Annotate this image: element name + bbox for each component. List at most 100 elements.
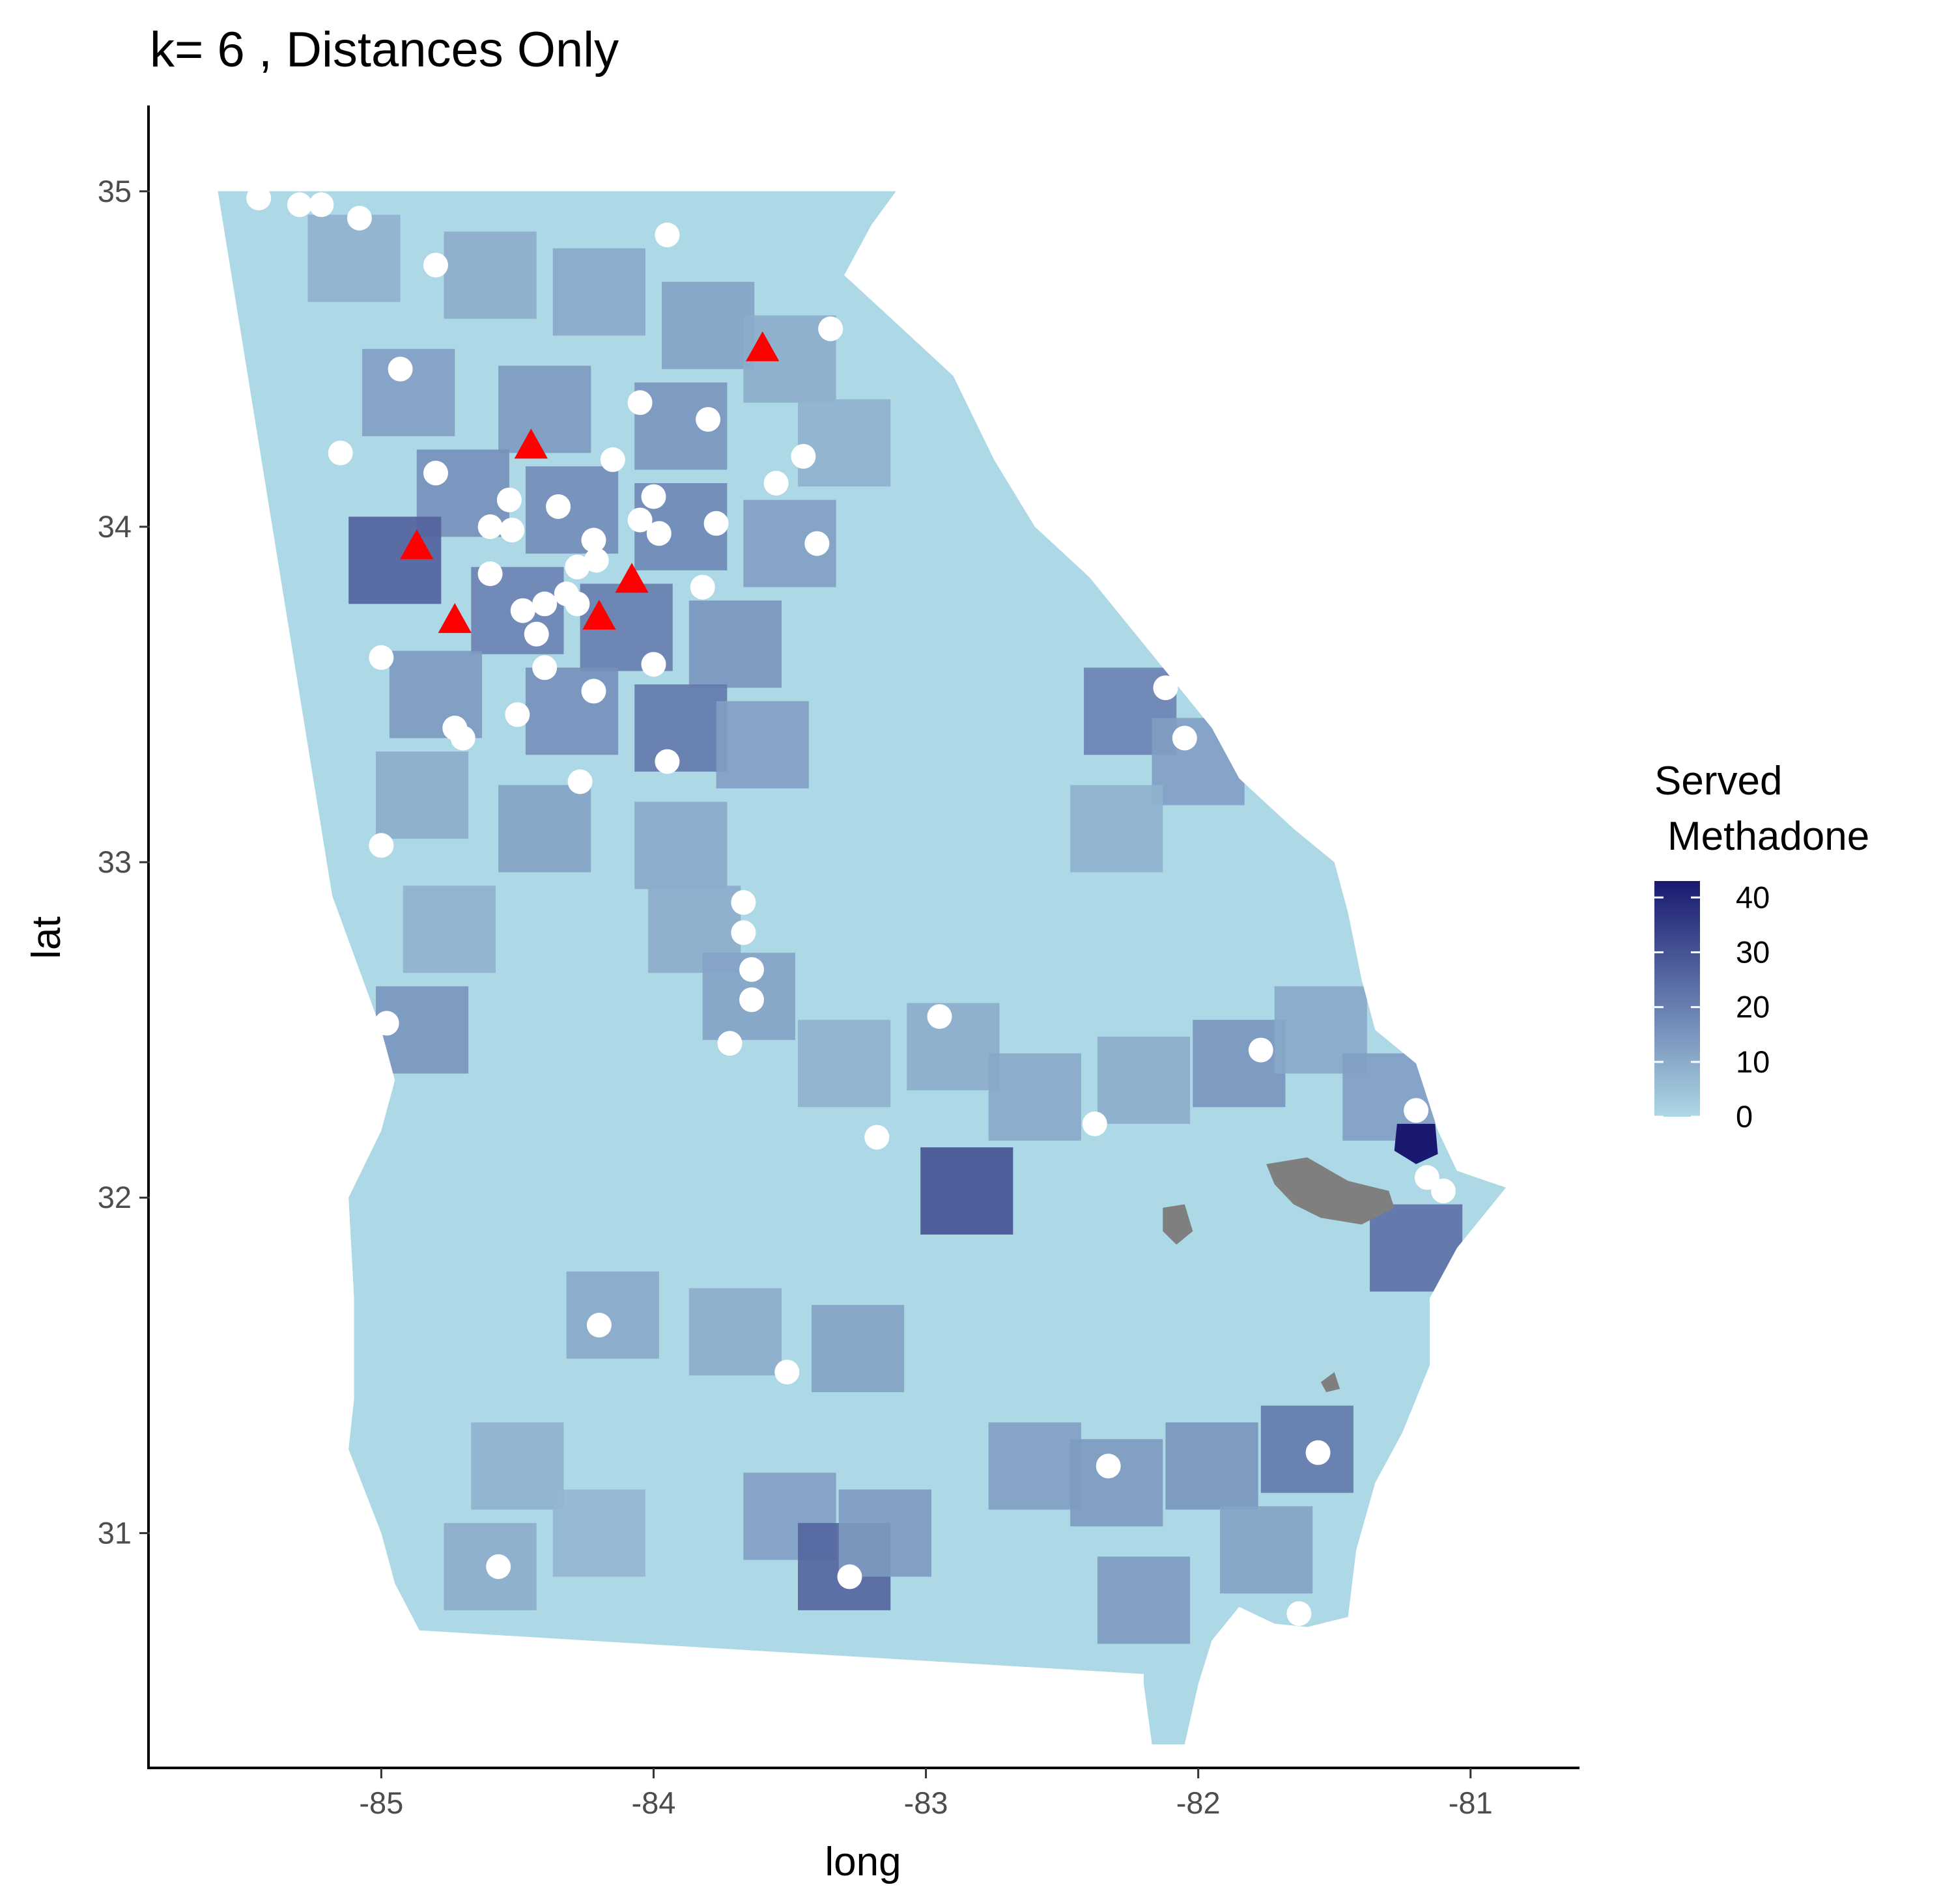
facility-point-circle-30 — [532, 591, 558, 617]
x-tick-label-3: -82 — [1176, 1785, 1221, 1820]
legend-tick-label-1: 10 — [1736, 1044, 1770, 1079]
facility-point-circle-2 — [309, 192, 334, 217]
x-tick-label-4: -81 — [1449, 1785, 1493, 1820]
facility-point-circle-55 — [1172, 725, 1197, 751]
tract-cell-47 — [838, 1489, 931, 1577]
y-axis-label: lat — [24, 916, 69, 959]
facility-point-circle-60 — [774, 1360, 800, 1385]
facility-point-circle-23 — [581, 527, 606, 553]
facility-point-circle-14 — [763, 471, 789, 496]
y-tick-label-1: 32 — [98, 1180, 132, 1214]
facility-point-circle-12 — [600, 447, 625, 472]
facility-point-circle-6 — [818, 316, 843, 341]
facility-point-triangle-2 — [400, 529, 434, 559]
legend-tick-label-0: 0 — [1736, 1099, 1753, 1134]
facility-point-circle-28 — [690, 574, 715, 600]
facility-point-circle-5 — [655, 222, 680, 247]
facility-point-circle-64 — [837, 1564, 862, 1589]
missing-region-1 — [1163, 1204, 1193, 1245]
facility-point-circle-58 — [1431, 1178, 1456, 1203]
tract-cell-38 — [1152, 718, 1245, 805]
facility-point-triangle-4 — [438, 603, 472, 634]
missing-region-0 — [1266, 1157, 1395, 1225]
facility-point-circle-35 — [532, 655, 558, 680]
tract-cell-41 — [688, 1288, 782, 1376]
facility-point-circle-15 — [496, 487, 522, 512]
tract-cell-29 — [907, 1003, 1000, 1091]
tract-cell-22 — [498, 785, 591, 873]
tract-cell-19 — [634, 684, 728, 772]
facility-point-circle-25 — [477, 561, 503, 587]
facility-point-circle-29 — [510, 598, 535, 623]
facility-point-circle-40 — [450, 725, 475, 751]
tract-cell-43 — [471, 1422, 564, 1510]
facility-point-circle-0 — [246, 186, 272, 211]
tract-cell-39 — [1070, 785, 1163, 873]
tract-cell-13 — [348, 516, 442, 604]
facility-point-circle-51 — [1248, 1037, 1273, 1063]
legend-tick-label-3: 30 — [1736, 934, 1770, 969]
facility-point-circle-10 — [328, 440, 353, 466]
y-tick-label-0: 31 — [98, 1515, 132, 1550]
tract-cell-31 — [920, 1147, 1013, 1235]
facility-point-circle-19 — [500, 518, 525, 543]
facility-markers — [246, 186, 1456, 1626]
facility-point-circle-54 — [864, 1125, 890, 1150]
tract-cell-23 — [634, 802, 728, 889]
facility-point-circle-24 — [804, 531, 830, 556]
legend-tick-label-4: 40 — [1736, 880, 1770, 914]
facility-point-circle-41 — [655, 749, 680, 774]
tract-cell-52 — [1220, 1506, 1313, 1594]
tract-cell-40 — [566, 1271, 659, 1359]
tract-cell-32 — [1097, 1036, 1191, 1124]
tract-cell-24 — [403, 886, 496, 973]
facility-point-circle-63 — [486, 1554, 511, 1579]
facility-point-circle-37 — [581, 679, 606, 704]
facility-point-circle-62 — [1096, 1453, 1121, 1479]
facility-point-circle-59 — [586, 1313, 612, 1337]
y-axis-ticks: 31 32 33 34 35 — [98, 174, 150, 1550]
tract-cell-21 — [376, 751, 469, 839]
tract-cell-53 — [1097, 1556, 1191, 1644]
x-axis-label: long — [825, 1840, 901, 1884]
facility-point-triangle-5 — [582, 600, 616, 630]
facility-point-circle-17 — [641, 484, 666, 509]
facility-point-circle-65 — [1286, 1601, 1312, 1626]
facility-point-circle-52 — [1404, 1098, 1429, 1123]
facility-point-circle-32 — [565, 591, 590, 617]
x-axis-ticks: -85 -84 -83 -82 -81 — [359, 1768, 1493, 1820]
y-tick-label-2: 33 — [98, 845, 132, 879]
facility-point-circle-50 — [374, 1011, 399, 1036]
facility-point-triangle-3 — [615, 563, 649, 593]
facility-point-circle-57 — [1414, 1165, 1439, 1190]
facility-point-circle-8 — [627, 390, 653, 415]
tract-cell-16 — [688, 600, 782, 688]
tract-cell-49 — [1070, 1439, 1163, 1527]
missing-region-2 — [1320, 1372, 1340, 1392]
tract-cell-42 — [811, 1305, 905, 1393]
facility-point-circle-27 — [584, 548, 609, 573]
chart-title: k= 6 , Distances Only — [150, 22, 619, 77]
legend-tick-label-2: 20 — [1736, 990, 1770, 1024]
facility-point-circle-36 — [641, 652, 666, 677]
tract-cell-20 — [716, 701, 809, 789]
tract-cell-28 — [798, 1020, 891, 1108]
facility-point-circle-9 — [696, 407, 721, 432]
facility-point-circle-47 — [739, 987, 764, 1013]
facility-point-circle-49 — [927, 1004, 952, 1029]
facility-point-circle-38 — [505, 702, 530, 727]
tract-cell-50 — [1165, 1422, 1258, 1510]
facility-point-circle-26 — [565, 554, 590, 580]
facility-point-circle-56 — [1153, 675, 1178, 701]
tract-cell-0 — [307, 214, 401, 302]
legend: Served Methadone 0 10 20 30 40 — [1654, 759, 1869, 1134]
facility-point-circle-4 — [423, 253, 448, 278]
facility-point-circle-46 — [739, 957, 764, 982]
tract-cell-48 — [988, 1422, 1081, 1510]
facility-point-circle-61 — [1305, 1440, 1331, 1465]
facility-point-triangle-1 — [514, 428, 548, 459]
facility-point-circle-1 — [287, 192, 312, 217]
tract-cell-1 — [444, 231, 537, 319]
facility-point-circle-3 — [347, 206, 372, 231]
tract-cell-18 — [525, 667, 619, 755]
